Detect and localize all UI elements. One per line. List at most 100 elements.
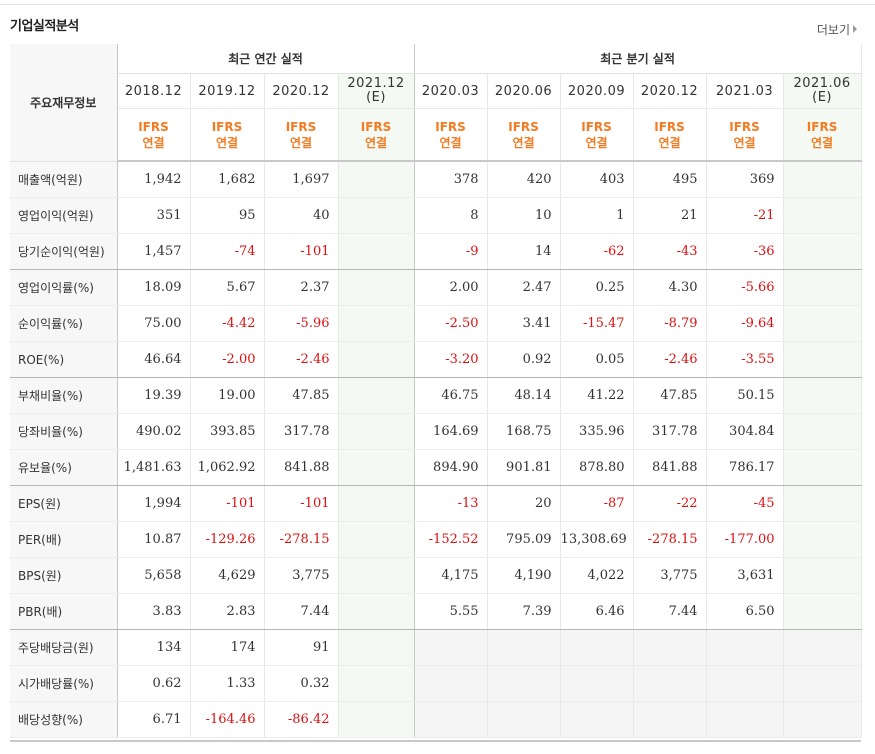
table-cell <box>783 197 862 234</box>
row-label: 순이익률(%) <box>10 305 118 342</box>
table-cell: -101 <box>264 233 339 270</box>
table-cell: -101 <box>190 485 265 522</box>
table-cell: -129.26 <box>190 521 265 558</box>
period-label: 2021.12 <box>347 76 405 91</box>
table-cell: 795.09 <box>487 521 561 558</box>
table-cell: 10 <box>487 197 561 234</box>
table-cell: 4,190 <box>487 557 561 594</box>
period-label: 2019.12 <box>198 83 256 99</box>
standard-line-2: 연결 <box>364 135 388 150</box>
table-cell <box>633 665 707 702</box>
standard-line-1: IFRS <box>508 119 539 134</box>
table-cell <box>560 665 634 702</box>
table-cell: 841.88 <box>633 449 707 486</box>
table-cell: 7.44 <box>264 593 339 630</box>
period-label: 2021.03 <box>715 83 774 99</box>
table-cell: 46.64 <box>117 341 191 378</box>
table-row: 순이익률(%) 75.00 -4.42 -5.96 -2.50 3.41 -15.47 -8.… <box>10 305 862 342</box>
period-header: 2020.03 <box>414 73 488 109</box>
table-cell: -2.46 <box>633 341 707 378</box>
row-label: 배당성향(%) <box>10 701 118 738</box>
accounting-standard-header: IFRS 연결 <box>783 108 862 162</box>
row-label: 당기순이익(억원) <box>10 233 118 270</box>
table-cell: 5.67 <box>190 269 265 306</box>
table-cell: -22 <box>633 485 707 522</box>
standard-line-2: 연결 <box>658 135 681 150</box>
table-cell: -278.15 <box>264 521 339 558</box>
standard-line-2: 연결 <box>142 135 165 150</box>
row-label: EPS(원) <box>10 485 118 522</box>
table-label-header: 주요재무정보 <box>10 44 118 162</box>
table-cell: 786.17 <box>706 449 784 486</box>
table-cell: 901.81 <box>487 449 561 486</box>
table-cell: -278.15 <box>633 521 707 558</box>
accounting-standard-header: IFRS 연결 <box>706 108 784 162</box>
table-row: 배당성향(%) 6.71 -164.46 -86.42 <box>10 701 862 738</box>
accounting-standard-header: IFRS 연결 <box>117 108 191 162</box>
table-cell <box>783 341 862 378</box>
table-cell: 335.96 <box>560 413 634 450</box>
more-link[interactable]: 더보기 <box>817 21 857 38</box>
standard-line-1: IFRS <box>360 119 392 134</box>
table-cell <box>633 701 707 738</box>
table-row: 시가배당률(%) 0.62 1.33 0.32 <box>10 665 862 702</box>
table-cell: 6.46 <box>560 593 634 630</box>
table-cell: 10.87 <box>117 521 191 558</box>
table-cell: 6.71 <box>117 701 191 738</box>
table-cell <box>338 701 415 738</box>
table-cell: -87 <box>560 485 634 522</box>
row-label: PBR(배) <box>10 593 118 630</box>
table-cell: 3,775 <box>264 557 339 594</box>
period-label: 2020.12 <box>640 83 699 99</box>
row-label: 주당배당금(원) <box>10 629 118 666</box>
table-cell: 164.69 <box>414 413 488 450</box>
table-row: PER(배) 10.87 -129.26 -278.15 -152.52 795.09 13… <box>10 521 862 558</box>
table-cell: 369 <box>706 161 784 198</box>
annual-group-header: 최근 연간 실적 <box>117 44 415 74</box>
table-cell <box>338 521 415 558</box>
table-cell: 351 <box>117 197 191 234</box>
table-cell: 5.55 <box>414 593 488 630</box>
period-header: 2021.03 <box>706 73 784 109</box>
table-cell <box>338 269 415 306</box>
table-cell <box>783 161 862 198</box>
table-cell: -45 <box>706 485 784 522</box>
table-cell <box>783 521 862 558</box>
table-cell <box>783 557 862 594</box>
standard-line-1: IFRS <box>285 119 317 134</box>
table-row: 주당배당금(원) 134 174 91 <box>10 629 862 666</box>
table-cell <box>783 665 862 702</box>
section-title: 기업실적분석 <box>10 19 79 34</box>
standard-line-1: IFRS <box>435 119 466 134</box>
table-row: 영업이익(억원) 351 95 40 8 10 1 21 -21 <box>10 197 862 234</box>
table-cell: 8 <box>414 197 488 234</box>
table-cell: 47.85 <box>633 377 707 414</box>
table-cell: -101 <box>264 485 339 522</box>
table-cell: 1,942 <box>117 161 191 198</box>
table-cell: -62 <box>560 233 634 270</box>
row-label: PER(배) <box>10 521 118 558</box>
table-row: PBR(배) 3.83 2.83 7.44 5.55 7.39 6.46 7.44 6.50 <box>10 593 862 630</box>
table-cell: -9 <box>414 233 488 270</box>
table-row: 부채비율(%) 19.39 19.00 47.85 46.75 48.14 41.22 47.… <box>10 377 862 414</box>
table-cell: 2.83 <box>190 593 265 630</box>
period-label: 2020.09 <box>567 83 626 99</box>
period-header: 2021.06 (E) <box>783 73 862 109</box>
table-cell: -2.00 <box>190 341 265 378</box>
accounting-standard-header: IFRS 연결 <box>338 108 415 162</box>
table-cell: 378 <box>414 161 488 198</box>
period-header: 2021.12 (E) <box>338 73 415 109</box>
row-label: 부채비율(%) <box>10 377 118 414</box>
table-cell <box>706 701 784 738</box>
period-header: 2020.06 <box>487 73 561 109</box>
table-cell: 168.75 <box>487 413 561 450</box>
table-cell: 317.78 <box>633 413 707 450</box>
table-cell: 14 <box>487 233 561 270</box>
table-cell: -2.46 <box>264 341 339 378</box>
table-cell <box>560 629 634 666</box>
table-cell <box>706 665 784 702</box>
table-cell <box>338 593 415 630</box>
table-cell: 7.39 <box>487 593 561 630</box>
table-cell: 20 <box>487 485 561 522</box>
top-divider <box>0 4 875 5</box>
